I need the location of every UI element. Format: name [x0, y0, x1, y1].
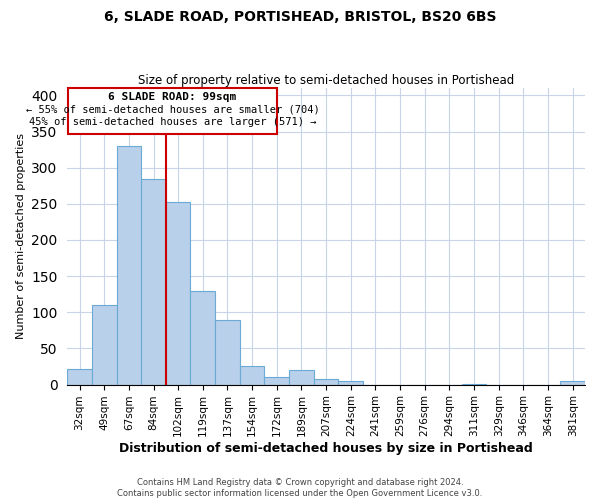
Bar	[67, 368, 92, 384]
Bar	[289, 370, 314, 384]
Text: 45% of semi-detached houses are larger (571) →: 45% of semi-detached houses are larger (…	[29, 117, 316, 127]
Bar	[190, 290, 215, 384]
Bar	[141, 178, 166, 384]
Bar	[265, 378, 289, 384]
Bar	[166, 202, 190, 384]
Text: 6 SLADE ROAD: 99sqm: 6 SLADE ROAD: 99sqm	[109, 92, 237, 102]
Y-axis label: Number of semi-detached properties: Number of semi-detached properties	[16, 134, 26, 340]
Bar	[215, 320, 240, 384]
Bar	[92, 305, 116, 384]
Bar	[338, 381, 363, 384]
Bar	[560, 381, 585, 384]
Bar	[240, 366, 265, 384]
Text: Contains HM Land Registry data © Crown copyright and database right 2024.
Contai: Contains HM Land Registry data © Crown c…	[118, 478, 482, 498]
X-axis label: Distribution of semi-detached houses by size in Portishead: Distribution of semi-detached houses by …	[119, 442, 533, 455]
Text: ← 55% of semi-detached houses are smaller (704): ← 55% of semi-detached houses are smalle…	[26, 105, 319, 115]
Bar	[116, 146, 141, 384]
FancyBboxPatch shape	[68, 88, 277, 134]
Text: 6, SLADE ROAD, PORTISHEAD, BRISTOL, BS20 6BS: 6, SLADE ROAD, PORTISHEAD, BRISTOL, BS20…	[104, 10, 496, 24]
Bar	[314, 379, 338, 384]
Title: Size of property relative to semi-detached houses in Portishead: Size of property relative to semi-detach…	[138, 74, 514, 87]
